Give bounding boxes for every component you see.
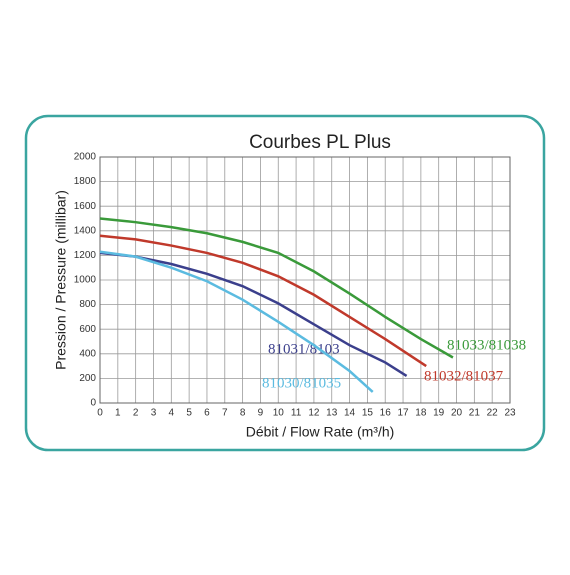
y-tick-label: 400 <box>79 348 96 359</box>
x-tick-label: 4 <box>169 408 175 419</box>
series-label: 81033/81038 <box>447 337 526 353</box>
plot-border <box>99 156 511 404</box>
y-tick-label: 1800 <box>74 176 97 187</box>
y-tick-label: 1200 <box>74 250 97 261</box>
x-tick-label: 2 <box>133 408 139 419</box>
x-tick-label: 11 <box>291 408 302 419</box>
x-axis-label: Débit / Flow Rate (m³/h) <box>246 424 395 440</box>
x-tick-label: 21 <box>469 408 481 419</box>
x-tick-label: 0 <box>97 408 103 419</box>
x-tick-label: 12 <box>308 408 320 419</box>
series-line <box>99 250 374 393</box>
x-tick-label: 16 <box>380 408 392 419</box>
x-tick-label: 9 <box>258 408 264 419</box>
x-tick-label: 15 <box>362 408 374 419</box>
x-tick-label: 18 <box>415 408 427 419</box>
y-tick-label: 2000 <box>74 152 97 163</box>
y-axis-label: Pression / Pressure (millibar) <box>53 190 69 370</box>
y-tick-label: 1000 <box>74 275 97 286</box>
x-tick-label: 14 <box>344 408 356 419</box>
x-tick-label: 1 <box>115 408 121 419</box>
y-tick-label: 800 <box>79 299 96 310</box>
series-line <box>99 251 408 377</box>
series-label: 81030/81035 <box>262 375 341 391</box>
x-tick-label: 20 <box>451 408 463 419</box>
x-tick-label: 3 <box>151 408 157 419</box>
x-tick-label: 7 <box>222 408 228 419</box>
series-label: 81031/8103 <box>268 341 340 357</box>
frame <box>24 114 546 452</box>
x-tick-label: 10 <box>273 408 285 419</box>
series-label: 81032/81037 <box>424 368 504 384</box>
chart-title: Courbes PL Plus <box>249 132 391 153</box>
y-tick-label: 600 <box>79 324 96 335</box>
x-tick-label: 5 <box>186 408 192 419</box>
y-tick-label: 1600 <box>74 201 97 212</box>
y-tick-label: 1400 <box>74 225 97 236</box>
y-tick-label: 0 <box>90 398 96 409</box>
x-tick-label: 23 <box>504 408 516 419</box>
x-tick-label: 19 <box>433 408 445 419</box>
x-tick-label: 6 <box>204 408 210 419</box>
x-tick-label: 22 <box>487 408 499 419</box>
x-tick-label: 17 <box>397 408 409 419</box>
x-tick-label: 8 <box>240 408 246 419</box>
series-line <box>99 217 454 359</box>
y-tick-label: 200 <box>79 373 96 384</box>
series-line <box>99 234 427 368</box>
x-tick-label: 13 <box>326 408 338 419</box>
